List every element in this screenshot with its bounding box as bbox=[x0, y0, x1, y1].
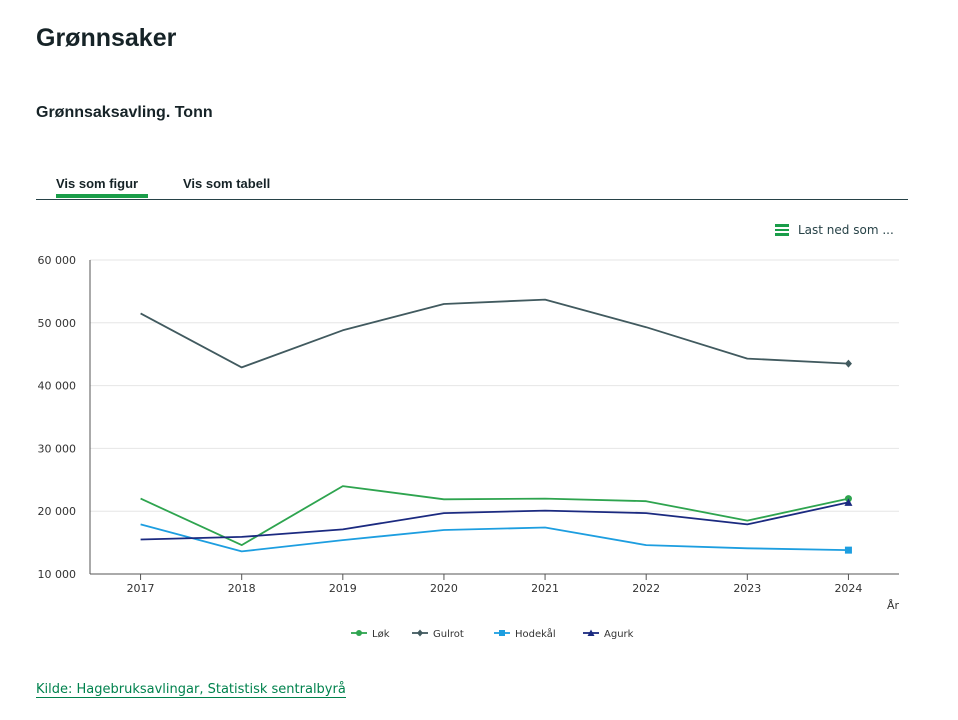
y-tick-label: 10 000 bbox=[38, 568, 77, 581]
legend-marker-gulrot bbox=[417, 630, 423, 637]
x-tick-label: 2023 bbox=[733, 582, 761, 595]
x-tick-label: 2020 bbox=[430, 582, 458, 595]
y-tick-label: 20 000 bbox=[38, 505, 77, 518]
x-tick-label: 2018 bbox=[228, 582, 256, 595]
series-line-hodekal bbox=[141, 524, 849, 551]
x-tick-label: 2019 bbox=[329, 582, 357, 595]
data-point-gulrot bbox=[845, 360, 852, 368]
y-tick-label: 50 000 bbox=[38, 317, 77, 330]
legend-label-agurk: Agurk bbox=[604, 629, 634, 640]
legend-label-hodekal: Hodekål bbox=[515, 627, 556, 640]
legend-label-lok: Løk bbox=[372, 629, 390, 640]
data-point-hodekal bbox=[845, 547, 852, 554]
y-tick-label: 60 000 bbox=[38, 254, 77, 267]
x-tick-label: 2024 bbox=[834, 582, 862, 595]
y-tick-label: 40 000 bbox=[38, 380, 77, 393]
legend-label-gulrot: Gulrot bbox=[433, 629, 464, 640]
series-line-gulrot bbox=[141, 300, 849, 368]
series-line-agurk bbox=[141, 502, 849, 539]
line-chart: 10 000 20 000 30 000 40 000 50 000 60 000 2017… bbox=[0, 0, 958, 660]
x-tick-label: 2021 bbox=[531, 582, 559, 595]
y-tick-label: 30 000 bbox=[38, 442, 77, 455]
x-tick-label: 2017 bbox=[127, 582, 155, 595]
x-axis-title: År bbox=[887, 599, 900, 612]
legend-marker-lok bbox=[356, 630, 362, 636]
x-tick-label: 2022 bbox=[632, 582, 660, 595]
legend-marker-hodekal bbox=[499, 630, 505, 636]
source-link[interactable]: Kilde: Hagebruksavlingar, Statistisk sen… bbox=[36, 682, 346, 698]
